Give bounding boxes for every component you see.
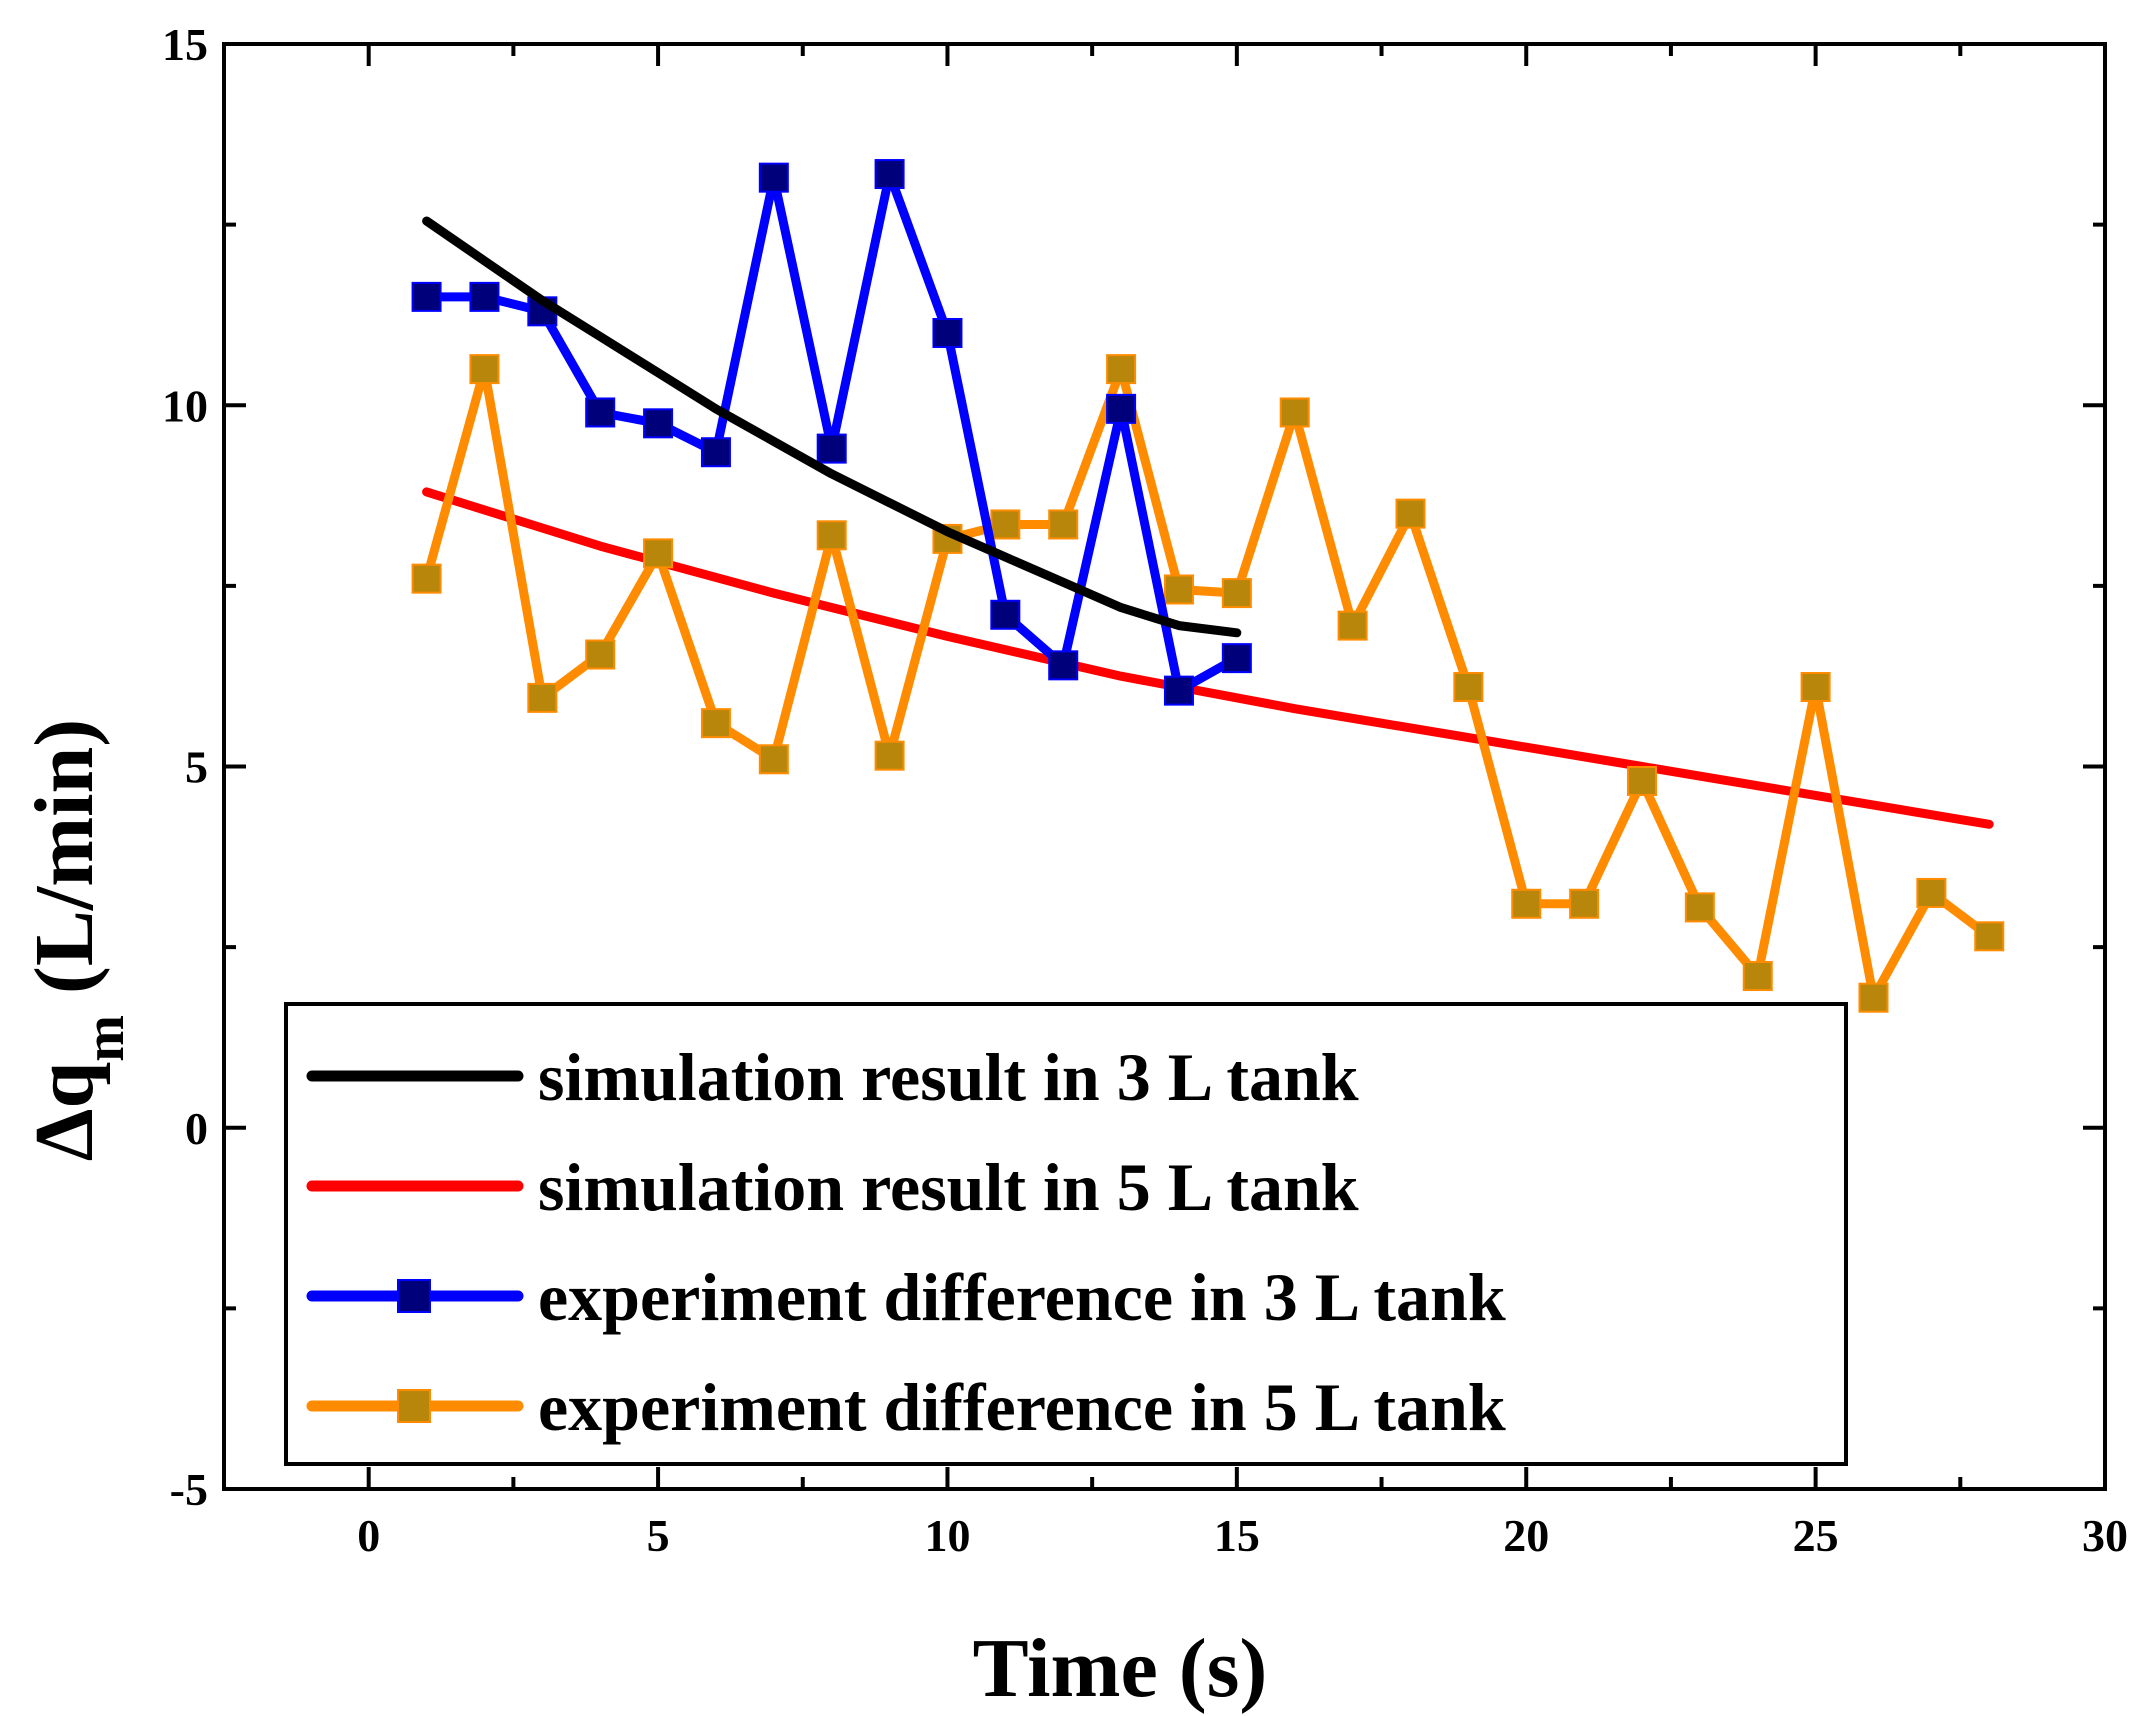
series-4-point <box>1684 892 1715 923</box>
series-4-point <box>758 744 789 775</box>
series-4-point <box>527 682 558 713</box>
series-4-point <box>643 538 674 569</box>
x-tick-label: 10 <box>924 1510 970 1561</box>
x-axis-title: Time (s) <box>973 1622 1268 1715</box>
legend: simulation result in 3 L tank simulation … <box>284 1002 1848 1466</box>
series-3-point <box>990 599 1021 630</box>
series-3-point <box>1106 393 1137 424</box>
series-line-2 <box>422 487 1994 829</box>
series-4-point <box>700 708 731 739</box>
series-line-1 <box>422 216 1242 638</box>
series-4-point <box>1858 982 1889 1013</box>
series-4-point <box>1163 574 1194 605</box>
series-4-point <box>816 520 847 551</box>
x-tick-label: 20 <box>1503 1510 1549 1561</box>
series-3-point <box>469 281 500 312</box>
x-tick-label: 25 <box>1793 1510 1839 1561</box>
ticks-layer: 0 5 10 15 20 25 30 -5 0 5 10 15 <box>162 19 2128 1561</box>
series-4-point <box>1106 354 1137 385</box>
series-layer <box>411 159 2005 1013</box>
series-3-point <box>1048 650 1079 681</box>
y-tick-label: -5 <box>170 1464 208 1515</box>
series-3-point <box>816 433 847 464</box>
series-4-point <box>1453 672 1484 703</box>
series-4-point <box>1916 877 1947 908</box>
legend-label-1: simulation result in 3 L tank <box>538 1039 1359 1115</box>
series-line-4 <box>422 364 1994 1003</box>
series-4-point <box>1395 498 1426 529</box>
series-3-point <box>643 408 674 439</box>
x-tick-label: 30 <box>2082 1510 2128 1561</box>
series-3-point <box>874 159 905 190</box>
series-4-point <box>1569 888 1600 919</box>
series-4-point <box>411 563 442 594</box>
series-3-point <box>585 397 616 428</box>
series-4-point <box>1048 509 1079 540</box>
y-axis-title: Δqm (L/min) <box>18 719 136 1161</box>
series-4-point <box>990 509 1021 540</box>
legend-label-3: experiment difference in 3 L tank <box>538 1259 1506 1335</box>
y-tick-label: 0 <box>185 1103 208 1154</box>
y-axis-title-subscript: m <box>74 1015 136 1062</box>
series-4-point <box>1279 397 1310 428</box>
x-tick-label: 15 <box>1214 1510 1260 1561</box>
series-4-point <box>585 639 616 670</box>
y-tick-label: 10 <box>162 380 208 431</box>
y-tick-label: 15 <box>162 19 208 70</box>
series-4-point <box>874 740 905 771</box>
x-tick-label: 5 <box>647 1510 670 1561</box>
series-4-point <box>1626 765 1657 796</box>
series-4-point <box>1221 578 1252 609</box>
x-tick-label: 0 <box>357 1510 380 1561</box>
legend-label-4: experiment difference in 5 L tank <box>538 1369 1506 1445</box>
y-tick-label: 5 <box>185 742 208 793</box>
series-4-point <box>1742 961 1773 992</box>
series-3-point <box>700 437 731 468</box>
legend-items: simulation result in 3 L tank simulation … <box>306 1039 1506 1445</box>
series-3-point <box>411 281 442 312</box>
series-4-point <box>1337 610 1368 641</box>
series-4-point <box>1800 672 1831 703</box>
legend-marker-3 <box>397 1279 431 1313</box>
series-4-point <box>1974 921 2005 952</box>
series-3-point <box>1163 675 1194 706</box>
series-4-point <box>469 354 500 385</box>
series-3-point <box>1221 643 1252 674</box>
legend-box <box>284 1002 1848 1466</box>
series-3-point <box>758 162 789 193</box>
series-4-point <box>1511 888 1542 919</box>
legend-label-2: simulation result in 5 L tank <box>538 1149 1359 1225</box>
y-axis-title-unit: (L/min) <box>18 719 111 1015</box>
legend-marker-4 <box>397 1389 431 1423</box>
series-3-point <box>932 318 963 348</box>
